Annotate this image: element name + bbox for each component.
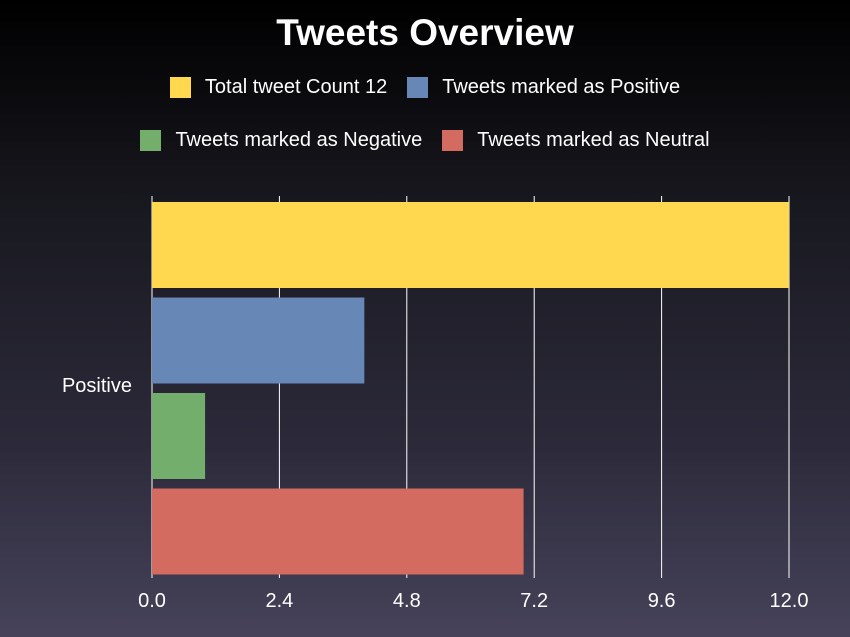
y-category-labels: Positive	[62, 375, 132, 397]
legend-swatch	[169, 77, 191, 98]
legend-label: Tweets marked as Positive	[442, 76, 681, 98]
bar	[152, 488, 524, 575]
legend-swatch	[407, 77, 429, 98]
x-tick-label: 2.4	[265, 590, 293, 612]
legend-item: Tweets marked as Positive	[407, 76, 680, 99]
legend-label: Tweets marked as Negative	[175, 129, 423, 151]
legend-swatch	[140, 130, 162, 151]
legend-row-2: Tweets marked as Negative Tweets marked a…	[0, 129, 850, 152]
x-tick-label: 7.2	[520, 590, 548, 612]
bar	[152, 393, 206, 479]
legend-item: Tweets marked as Neutral	[442, 129, 710, 152]
bar	[152, 202, 789, 288]
x-tick-label: 0.0	[138, 590, 166, 612]
legend-item: Total tweet Count 12	[169, 76, 388, 99]
legend-row-1: Total tweet Count 12 Tweets marked as Pos…	[0, 76, 850, 99]
bar	[152, 297, 365, 384]
chart-title: Tweets Overview	[276, 12, 574, 53]
x-tick-label: 12.0	[770, 590, 809, 612]
legend-label: Total tweet Count 12	[204, 76, 388, 98]
x-tick-label: 9.6	[648, 590, 676, 612]
y-category-label: Positive	[62, 375, 132, 397]
x-tick-labels: 0.0 2.4 4.8 7.2 9.6 12.0	[138, 590, 808, 612]
legend-swatch	[442, 130, 464, 151]
legend-label: Tweets marked as Neutral	[477, 129, 710, 151]
legend-item: Tweets marked as Negative	[140, 129, 422, 152]
bars-layer	[152, 202, 789, 575]
x-tick-label: 4.8	[393, 590, 421, 612]
